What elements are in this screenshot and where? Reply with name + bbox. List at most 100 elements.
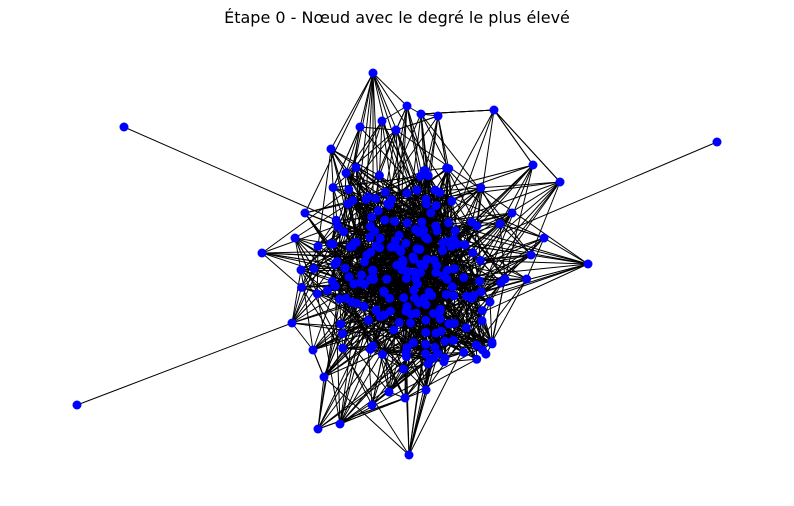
graph-edge (446, 167, 478, 226)
graph-node (119, 122, 129, 132)
graph-node (487, 337, 497, 347)
graph-node (421, 385, 431, 395)
graph-node (404, 450, 414, 460)
graph-edge (345, 126, 361, 174)
graph-edge (379, 175, 449, 224)
graph-edge (317, 397, 406, 430)
graph-edge (404, 358, 477, 399)
graph-node (338, 343, 348, 353)
graph-node (326, 144, 336, 154)
graph-edge (476, 225, 481, 261)
graph-edge (440, 263, 589, 332)
graph-edge (359, 197, 369, 283)
graph-edge (424, 115, 439, 171)
graph-edge (480, 254, 532, 261)
graph-edge (499, 223, 532, 256)
graph-node (348, 241, 357, 251)
graph-node (421, 300, 431, 310)
graph-node (385, 200, 395, 210)
graph-node (526, 250, 536, 260)
graph-edge (291, 243, 332, 324)
graph-edge (464, 244, 589, 265)
graph-node (447, 196, 457, 206)
graph-edge (291, 302, 357, 324)
graph-edge (472, 252, 481, 282)
graph-node (427, 291, 437, 300)
graph-node (507, 208, 517, 218)
graph-node (365, 232, 375, 242)
graph-edge (316, 293, 342, 325)
graph-node (421, 327, 431, 337)
graph-edge (361, 274, 404, 370)
graph-node (392, 260, 402, 270)
graph-node (333, 221, 343, 231)
graph-edge (291, 322, 314, 351)
graph-edge (435, 164, 534, 191)
graph-node (429, 255, 439, 265)
graph-node (442, 274, 452, 284)
graph-edge (317, 220, 337, 247)
graph-node (431, 328, 441, 338)
graph-edge (372, 230, 438, 347)
graph-edge (491, 278, 506, 343)
graph-node (431, 221, 441, 231)
graph-edge (416, 190, 423, 223)
graph-node (330, 281, 340, 291)
graph-edge (342, 347, 373, 406)
graph-edge (365, 72, 374, 200)
graph-node (391, 125, 401, 135)
graph-edge (379, 238, 402, 266)
graph-node (431, 201, 441, 211)
graph-node (367, 212, 377, 222)
graph-node (478, 345, 487, 355)
graph-edge (456, 187, 482, 245)
graph-edge (304, 72, 374, 214)
graph-edge (398, 294, 447, 323)
graph-node (426, 208, 436, 218)
graph-edge (372, 316, 381, 347)
graph-edge (372, 72, 408, 107)
graph-node (406, 318, 416, 328)
graph-node (555, 177, 565, 187)
graph-edge (323, 376, 410, 456)
graph-edge (332, 167, 357, 188)
graph-node (340, 263, 350, 273)
graph-node (422, 254, 432, 264)
graph-edge (317, 148, 332, 247)
graph-node (412, 185, 422, 195)
graph-edge (475, 278, 527, 346)
graph-edge (345, 72, 374, 299)
graph-edge (384, 219, 435, 261)
graph-node (712, 137, 722, 147)
graph-edge (465, 164, 534, 328)
graph-edge (425, 181, 561, 200)
graph-node (336, 319, 346, 329)
graph-node (435, 304, 445, 314)
graph-node (415, 244, 425, 254)
graph-edge (448, 168, 453, 202)
graph-node (335, 294, 344, 304)
graph-edge (480, 187, 501, 225)
graph-node (257, 248, 267, 258)
graph-node (319, 372, 329, 382)
graph-node (341, 168, 351, 178)
graph-node (375, 233, 385, 243)
graph-edge (261, 189, 436, 254)
chart-title: Étape 0 - Nœud avec le degré le plus éle… (224, 8, 570, 27)
graph-node (355, 122, 365, 132)
graph-node (357, 270, 367, 280)
graph-node (371, 241, 381, 251)
graph-edge (416, 168, 450, 191)
graph-node (447, 282, 457, 292)
graph-node (433, 111, 443, 121)
graph-edge (355, 167, 386, 193)
graph-node (449, 234, 459, 244)
graph-edge (453, 238, 589, 265)
graph-edge (367, 129, 397, 198)
graph-node (368, 265, 378, 275)
graph-node (379, 286, 389, 296)
graph-node (366, 274, 375, 284)
graph-node (439, 357, 449, 367)
graph-edge (330, 72, 374, 150)
graph-node (338, 329, 347, 339)
